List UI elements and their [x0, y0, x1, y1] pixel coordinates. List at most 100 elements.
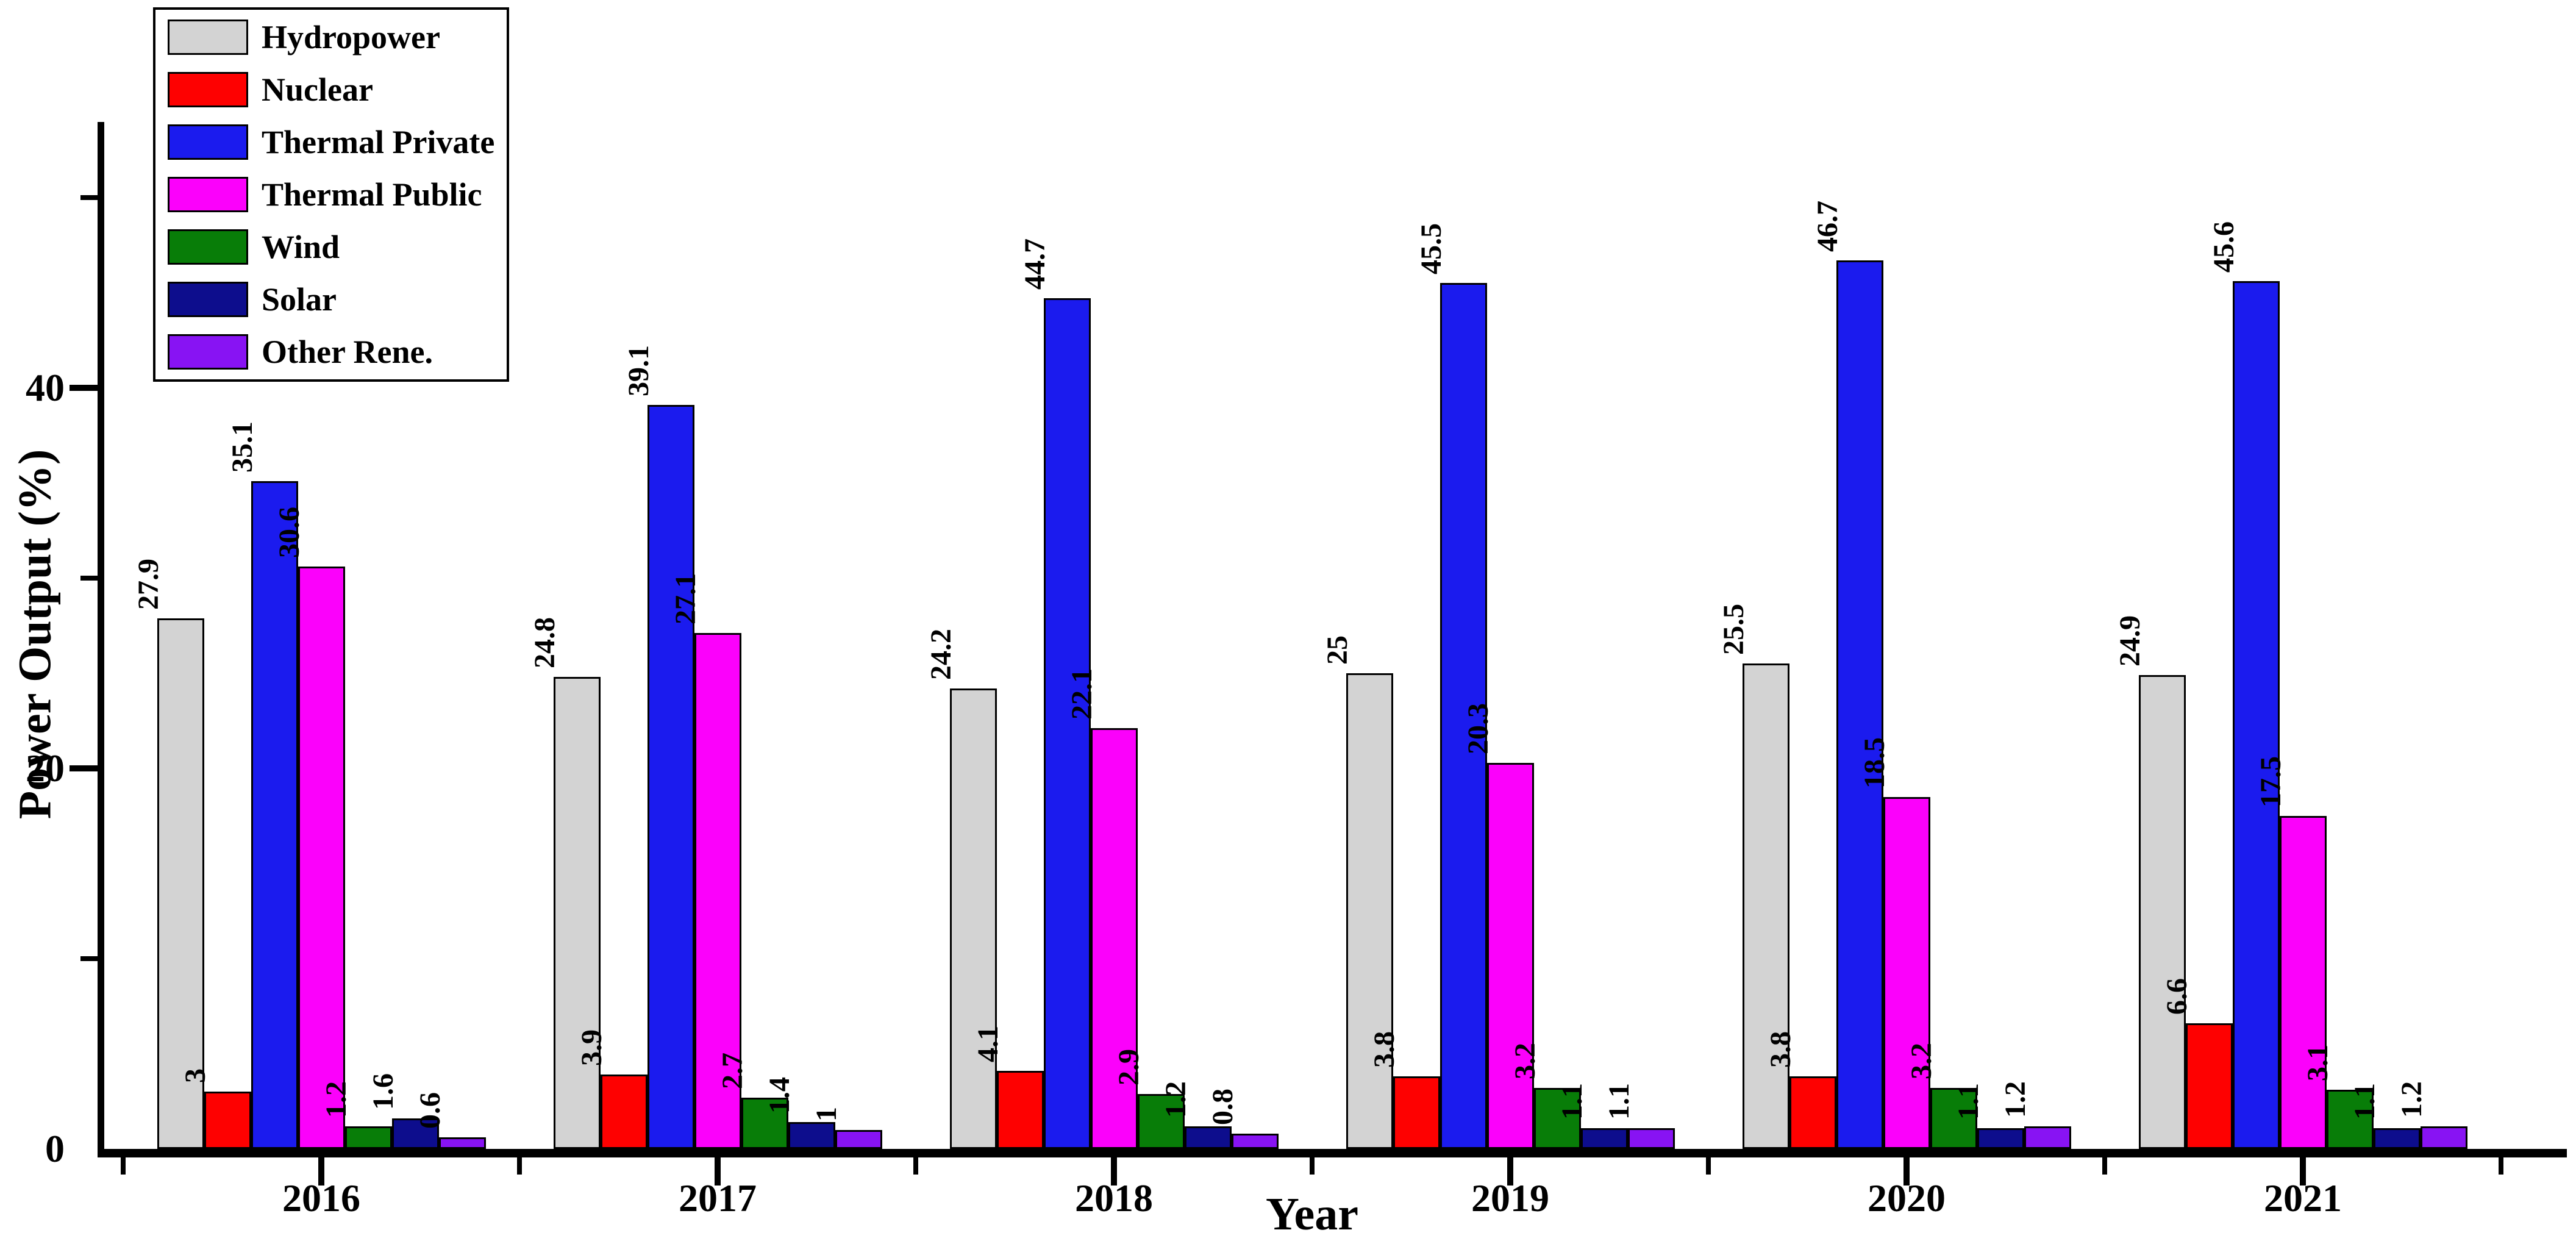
x-tick-label-2021: 2021 — [2264, 1176, 2342, 1220]
bar-wind-2019 — [1533, 1088, 1581, 1149]
x-minor-tick-3 — [1310, 1157, 1315, 1175]
bar-value-label: 46.7 — [1811, 200, 1844, 252]
legend-swatch-thermal-private — [168, 124, 248, 160]
x-minor-tick-5 — [2102, 1157, 2107, 1175]
bar-thermal-public-2019 — [1486, 762, 1534, 1149]
bar-group-2016: 27.9 3 35.1 30.6 1.2 1.6 0.6 — [132, 0, 486, 1149]
legend-label: Hydropower — [262, 19, 440, 55]
bar-value-label: 1.6 — [367, 1073, 399, 1110]
legend-item-hydropower: Hydropower — [168, 20, 494, 55]
x-tick-label-2018: 2018 — [1075, 1176, 1153, 1220]
bar-value-label: 1.1 — [1603, 1082, 1635, 1120]
bar-other-rene--2017 — [835, 1129, 882, 1149]
bar-value-label: 0.8 — [1207, 1089, 1239, 1126]
bar-other-rene--2020 — [2024, 1126, 2071, 1149]
bar-value-label: 35.1 — [226, 421, 259, 473]
legend-swatch-hydropower — [168, 20, 248, 55]
bar-thermal-private-2019 — [1440, 283, 1487, 1149]
legend-swatch-wind — [168, 229, 248, 265]
bar-wind-2018 — [1137, 1093, 1185, 1149]
x-major-tick-2021 — [2300, 1157, 2306, 1186]
bar-group-2020: 25.5 3.8 46.7 18.5 3.2 1.1 1.2 — [1718, 0, 2071, 1149]
bar-value-label: 30.6 — [273, 507, 305, 559]
y-tick-label-0: 0 — [45, 1127, 65, 1170]
x-major-tick-2019 — [1507, 1157, 1513, 1186]
legend-swatch-thermal-public — [168, 177, 248, 212]
bar-value-label: 24.8 — [529, 617, 561, 669]
x-axis-title: Year — [1266, 1189, 1358, 1240]
legend-item-wind: Wind — [168, 229, 494, 265]
legend: Hydropower Nuclear Thermal Private Thermal … — [153, 7, 510, 382]
bar-thermal-public-2016 — [298, 567, 345, 1149]
bar-value-label: 18.5 — [1858, 737, 1891, 789]
legend-swatch-solar — [168, 282, 248, 317]
bar-value-label: 24.9 — [2114, 615, 2146, 667]
x-major-tick-2018 — [1111, 1157, 1117, 1186]
bar-value-label: 1.1 — [1952, 1082, 1985, 1120]
bar-hydropower-2018 — [949, 688, 997, 1149]
bar-group-2021: 24.9 6.6 45.6 17.5 3.1 1.1 1.2 — [2114, 0, 2467, 1149]
bar-thermal-public-2017 — [694, 633, 741, 1149]
bar-value-label: 1 — [810, 1106, 843, 1121]
bar-nuclear-2020 — [1789, 1076, 1836, 1149]
bar-value-label: 3.2 — [1509, 1043, 1541, 1080]
y-major-tick-40 — [70, 385, 98, 391]
bar-other-rene--2018 — [1231, 1134, 1279, 1149]
bar-hydropower-2019 — [1346, 673, 1393, 1149]
legend-label: Other Rene. — [262, 334, 433, 370]
x-axis-line — [98, 1149, 2567, 1157]
bar-nuclear-2016 — [204, 1092, 251, 1149]
bar-value-label: 27.1 — [669, 573, 702, 625]
legend-item-nuclear: Nuclear — [168, 72, 494, 107]
bar-thermal-private-2018 — [1043, 298, 1091, 1149]
bar-value-label: 3.8 — [1764, 1031, 1797, 1068]
bar-value-label: 45.5 — [1415, 223, 1447, 275]
bar-value-label: 1.2 — [2396, 1081, 2428, 1118]
bar-value-label: 27.9 — [132, 558, 165, 610]
bar-value-label: 25.5 — [1718, 604, 1750, 656]
legend-item-thermal-private: Thermal Private — [168, 124, 494, 160]
bar-thermal-private-2016 — [251, 481, 298, 1149]
x-minor-tick-6 — [2499, 1157, 2503, 1175]
bar-value-label: 39.1 — [623, 345, 655, 397]
y-minor-tick-30 — [80, 576, 98, 581]
bar-solar-2018 — [1184, 1126, 1232, 1149]
legend-label: Thermal Private — [262, 124, 495, 160]
x-tick-label-2017: 2017 — [679, 1176, 757, 1220]
bar-group-2017: 24.8 3.9 39.1 27.1 2.7 1.4 1 — [529, 0, 882, 1149]
bar-hydropower-2021 — [2138, 675, 2186, 1149]
bar-nuclear-2018 — [996, 1071, 1044, 1149]
bar-value-label: 3.8 — [1368, 1031, 1400, 1068]
bar-thermal-private-2021 — [2232, 281, 2280, 1149]
bar-wind-2020 — [1930, 1088, 1977, 1149]
bar-thermal-private-2017 — [647, 405, 694, 1149]
bar-value-label: 4.1 — [972, 1026, 1004, 1063]
bar-value-label: 0.6 — [414, 1092, 446, 1129]
bar-value-label: 22.1 — [1066, 668, 1098, 720]
bar-wind-2016 — [344, 1126, 392, 1149]
bar-hydropower-2020 — [1742, 663, 1789, 1149]
y-tick-label-20: 20 — [26, 746, 65, 790]
bar-thermal-private-2020 — [1836, 260, 1883, 1149]
bar-group-2018: 24.2 4.1 44.7 22.1 2.9 1.2 0.8 — [925, 0, 1279, 1149]
bar-wind-2017 — [741, 1097, 788, 1149]
bar-value-label: 3.1 — [2302, 1045, 2334, 1082]
legend-label: Nuclear — [262, 71, 373, 108]
bar-value-label: 1.4 — [763, 1077, 796, 1114]
bar-value-label: 25 — [1321, 635, 1354, 665]
x-major-tick-2016 — [318, 1157, 324, 1186]
bar-value-label: 1.2 — [1999, 1081, 2032, 1118]
x-tick-label-2016: 2016 — [282, 1176, 360, 1220]
legend-swatch-nuclear — [168, 72, 248, 107]
x-minor-tick-4 — [1706, 1157, 1711, 1175]
bar-value-label: 24.2 — [925, 628, 957, 680]
legend-label: Wind — [262, 229, 340, 265]
y-axis-line — [98, 122, 104, 1157]
x-tick-label-2020: 2020 — [1868, 1176, 1946, 1220]
bar-thermal-public-2018 — [1090, 728, 1138, 1149]
bar-value-label: 1.2 — [1160, 1081, 1192, 1118]
x-minor-tick-2 — [913, 1157, 918, 1175]
bar-other-rene--2016 — [438, 1137, 486, 1149]
bar-solar-2021 — [2373, 1128, 2421, 1149]
